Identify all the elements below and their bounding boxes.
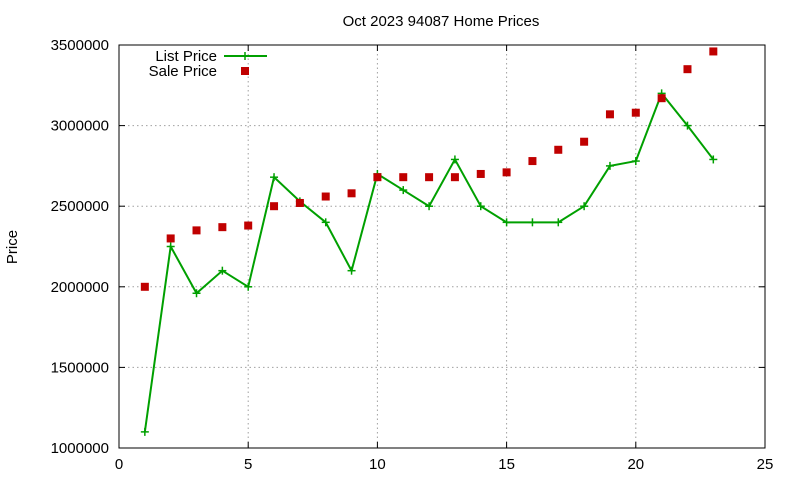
legend-label-list-price: List Price <box>155 48 217 65</box>
sale-price-point <box>709 47 718 56</box>
list-price-point <box>321 218 330 227</box>
list-price-point <box>631 157 640 166</box>
list-price-point <box>425 202 434 211</box>
legend: List Price Sale Price <box>149 48 267 80</box>
sale-price-point <box>657 94 666 103</box>
legend-entry-list-price: List Price <box>155 48 267 65</box>
y-tick-label: 2500000 <box>51 198 109 215</box>
x-tick-label: 5 <box>244 456 252 473</box>
list-price-point <box>554 218 563 227</box>
sale-price-point <box>554 145 563 154</box>
sale-price-point <box>192 226 201 235</box>
x-tick-label: 25 <box>757 456 774 473</box>
sale-price-point <box>683 65 692 74</box>
sale-price-point <box>399 173 408 182</box>
list-price-point <box>450 155 459 164</box>
sale-price-point <box>605 110 614 119</box>
series-layer <box>140 47 718 436</box>
sale-price-point <box>373 173 382 182</box>
y-tick-label: 3000000 <box>51 118 109 135</box>
legend-swatch-list-price <box>224 52 267 60</box>
x-tick-label: 15 <box>498 456 515 473</box>
list-price-point <box>192 289 201 298</box>
y-axis-label: Price <box>4 230 21 264</box>
grid <box>119 45 765 448</box>
x-tick-label: 10 <box>369 456 386 473</box>
list-price-point <box>476 202 485 211</box>
sale-price-point <box>166 234 175 243</box>
legend-label-sale-price: Sale Price <box>149 63 217 80</box>
series-list-price <box>140 89 718 436</box>
sale-price-point <box>476 169 485 178</box>
plot-frame <box>118 44 766 449</box>
list-price-point <box>605 161 614 170</box>
sale-price-point <box>580 137 589 146</box>
sale-price-point <box>218 223 227 232</box>
list-price-point <box>140 427 149 436</box>
list-price-point <box>244 282 253 291</box>
sale-price-point <box>321 192 330 201</box>
y-tick-label: 1500000 <box>51 359 109 376</box>
list-price-point <box>218 266 227 275</box>
legend-marker-sale-price <box>241 67 249 75</box>
legend-swatch-sale-price <box>241 67 249 75</box>
y-tick-label: 3500000 <box>51 37 109 54</box>
list-price-point <box>399 186 408 195</box>
list-price-line <box>143 91 715 433</box>
sale-price-point <box>244 221 253 230</box>
y-axis-ticks: 1000000 1500000 2000000 2500000 3000000 35000… <box>51 37 765 457</box>
sale-price-point <box>502 168 511 177</box>
list-price-point <box>709 155 718 164</box>
sale-price-point <box>347 189 356 198</box>
list-price-point <box>683 121 692 130</box>
sale-price-point <box>295 198 304 207</box>
sale-price-point <box>425 173 434 182</box>
legend-entry-sale-price: Sale Price <box>149 63 249 80</box>
list-price-point <box>580 202 589 211</box>
sale-price-point <box>631 108 640 117</box>
y-tick-label: 2000000 <box>51 279 109 296</box>
sale-price-point <box>270 202 279 211</box>
chart-title: Oct 2023 94087 Home Prices <box>343 13 540 30</box>
series-sale-price <box>140 47 718 291</box>
x-tick-label: 0 <box>115 456 123 473</box>
x-axis-ticks: 0 5 10 15 20 25 <box>115 45 774 473</box>
legend-marker-list-price <box>241 52 249 60</box>
y-tick-label: 1000000 <box>51 440 109 457</box>
x-tick-label: 20 <box>627 456 644 473</box>
list-price-point <box>528 218 537 227</box>
sale-price-point <box>140 282 149 291</box>
sale-price-point <box>450 173 459 182</box>
sale-price-point <box>528 157 537 166</box>
list-price-point <box>347 266 356 275</box>
list-price-point <box>270 173 279 182</box>
list-price-point <box>502 218 511 227</box>
list-price-point <box>166 242 175 251</box>
